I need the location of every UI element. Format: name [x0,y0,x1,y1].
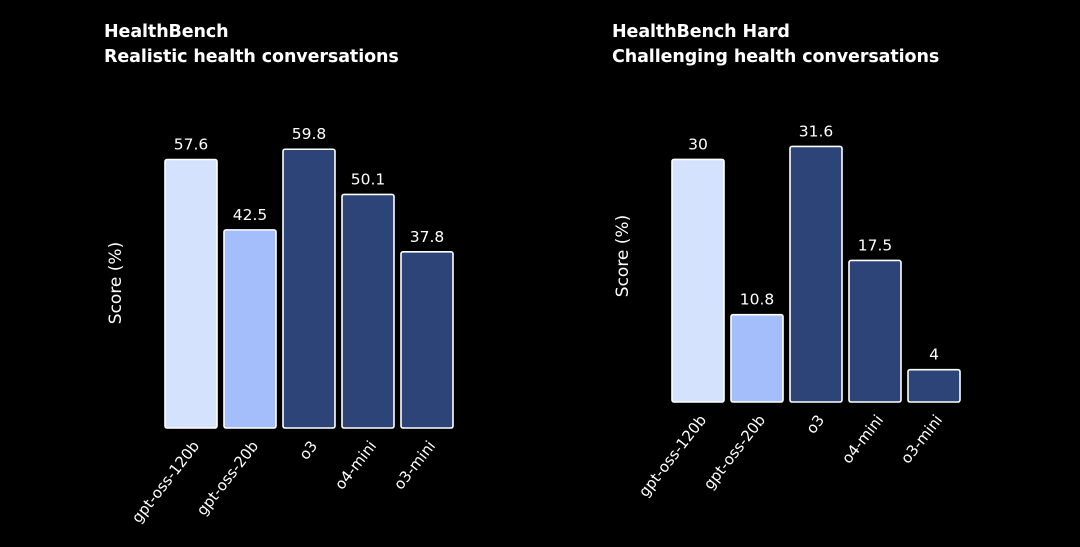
value-label: 59.8 [292,125,327,143]
bar-o4-mini [341,193,395,429]
chart-subtitle: Challenging health conversations [612,47,940,67]
x-tick-label: o3 [295,437,321,463]
bar-gpt-oss-20b [223,229,277,429]
x-tick-label: gpt-oss-20b [700,411,769,493]
bar-o3-mini [907,368,961,403]
value-label: 30 [688,135,708,153]
value-label: 10.8 [740,291,775,309]
x-tick-label: gpt-oss-120b [635,411,710,500]
x-tick-label: o3 [802,411,828,437]
x-tick-label: o3-mini [897,411,946,467]
y-axis-label: Score (%) [613,215,633,297]
bar-o3 [282,148,336,429]
x-tick-label: o3-mini [390,437,439,493]
value-label: 4 [929,346,939,364]
bar-gpt-oss-120b [671,158,725,403]
x-tick-label: gpt-oss-20b [193,437,262,519]
chart-title-block: HealthBench Realistic health conversatio… [104,20,399,70]
chart-title: HealthBench [104,22,229,42]
value-label: 31.6 [799,122,834,140]
x-tick-label: o4-mini [331,437,380,493]
value-label: 17.5 [858,236,893,254]
value-label: 42.5 [233,206,268,224]
value-label: 57.6 [174,135,209,153]
bar-gpt-oss-20b [730,313,784,403]
chart-subtitle: Realistic health conversations [104,47,399,67]
value-label: 50.1 [351,170,386,188]
x-tick-label: o4-mini [838,411,887,467]
bar-o4-mini [848,259,902,403]
x-tick-label: gpt-oss-120b [128,437,203,526]
bar-o3 [789,145,843,403]
bar-gpt-oss-120b [164,158,218,429]
value-label: 37.8 [410,228,445,246]
healthbench-chart: HealthBench Realistic health conversatio… [104,20,454,526]
y-axis-label: Score (%) [106,242,126,324]
bar-plot: 57.6 42.5 59.8 50.1 37.8 gpt-oss-120bgpt-oss… [106,125,454,526]
healthbench-hard-chart: HealthBench Hard Challenging health conv… [540,0,1080,547]
chart-title-block: HealthBench Hard Challenging health conv… [612,20,939,70]
chart-title: HealthBench Hard [612,22,790,42]
bar-o3-mini [400,250,454,429]
